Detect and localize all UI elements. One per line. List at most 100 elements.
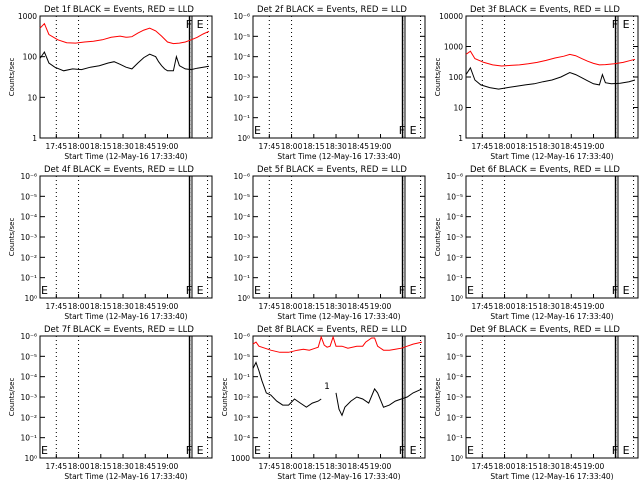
panel-det-9: Det 9f BLACK = Events, RED = LLD 10⁰ 10⁻¹ 1…	[434, 325, 639, 480]
x-tick-label: 19:00	[370, 462, 392, 471]
y-tick-label: 10⁻³	[233, 413, 250, 422]
flag-marker-f: F	[612, 444, 618, 457]
y-tick-label: 10⁰	[24, 294, 37, 303]
y-tick-label: 10⁻⁴	[233, 213, 250, 222]
x-tick-label: 18:30	[112, 142, 134, 151]
x-axis-label: Start Time (12-May-16 17:33:40)	[277, 152, 400, 161]
series-lld	[252, 335, 423, 353]
panel-title: Det 6f BLACK = Events, RED = LLD	[470, 165, 620, 175]
flag-marker-f: F	[399, 124, 405, 137]
x-tick-label: 18:45	[134, 142, 156, 151]
x-tick-label: 19:00	[370, 142, 392, 151]
x-tick-label: 18:45	[560, 462, 582, 471]
y-axis-label: Counts/sec	[8, 58, 16, 97]
x-tick-label: 18:15	[516, 142, 538, 151]
y-tick-label: 1000	[231, 454, 250, 463]
y-tick-label: 10⁻²	[446, 253, 463, 262]
x-tick-label: 18:00	[281, 302, 303, 311]
x-tick-label: 18:15	[90, 142, 112, 151]
x-tick-label: 19:00	[157, 302, 179, 311]
x-tick-label: 17:45	[471, 302, 493, 311]
x-tick-label: 18:45	[347, 302, 369, 311]
plot-frame	[465, 335, 639, 459]
y-tick-label: 1000	[18, 12, 37, 21]
flag-marker-e: E	[623, 18, 630, 31]
flag-marker-f: F	[399, 284, 405, 297]
y-tick-label: 10⁻⁴	[20, 373, 37, 382]
y-tick-label: 10⁻³	[233, 233, 250, 242]
panel-title: Det 3f BLACK = Events, RED = LLD	[470, 5, 620, 15]
x-tick-label: 18:15	[303, 462, 325, 471]
y-tick-label: 10⁻¹	[233, 274, 250, 283]
y-tick-label: 10⁻²	[233, 253, 250, 262]
y-tick-label: 10⁻⁵	[233, 352, 250, 361]
y-tick-label: 10⁻³	[20, 393, 37, 402]
plot-frame	[465, 175, 639, 299]
y-tick-label: 10⁻⁴	[20, 213, 37, 222]
y-tick-label: 1	[458, 134, 463, 143]
y-tick-label: 10⁻³	[446, 393, 463, 402]
flag-marker-e: E	[254, 124, 261, 137]
x-tick-label: 18:15	[90, 302, 112, 311]
plot-frame	[252, 175, 426, 299]
x-tick-label: 19:00	[370, 302, 392, 311]
y-tick-label: 10⁻²	[233, 393, 250, 402]
flag-marker-f: F	[186, 444, 192, 457]
y-tick-label: 10	[27, 93, 37, 102]
y-tick-label: 10⁻⁶	[20, 332, 37, 341]
y-tick-label: 100	[449, 73, 464, 82]
panel-det-3: Det 3f BLACK = Events, RED = LLD 1 10 100 10…	[434, 5, 639, 161]
y-tick-label: 10⁻⁶	[233, 332, 250, 341]
plot-frame	[39, 335, 213, 459]
y-tick-label: 10⁻⁴	[446, 213, 463, 222]
y-tick-label: 10⁻²	[446, 413, 463, 422]
x-tick-label: 18:45	[134, 302, 156, 311]
x-tick-label: 17:45	[258, 302, 280, 311]
flag-marker-e: E	[467, 284, 474, 297]
panel-det-4: Det 4f BLACK = Events, RED = LLD 10⁰ 10⁻¹ 1…	[8, 165, 213, 321]
x-tick-label: 18:00	[281, 142, 303, 151]
panel-title: Det 2f BLACK = Events, RED = LLD	[257, 5, 407, 15]
x-axis-label: Start Time (12-May-16 17:33:40)	[277, 312, 400, 321]
y-axis-label: Counts/sec	[8, 218, 16, 257]
x-tick-label: 17:45	[471, 462, 493, 471]
x-tick-label: 18:30	[325, 142, 347, 151]
y-tick-label: 10⁻³	[446, 233, 463, 242]
x-tick-label: 19:00	[583, 142, 605, 151]
flag-marker-f: F	[399, 444, 405, 457]
y-tick-label: 10⁻⁵	[446, 352, 463, 361]
flag-marker-f: F	[186, 18, 192, 31]
panel-title: Det 8f BLACK = Events, RED = LLD	[257, 325, 407, 335]
flag-marker-e: E	[254, 444, 261, 457]
flag-marker-e: E	[197, 444, 204, 457]
x-tick-label: 17:45	[258, 142, 280, 151]
y-tick-label: 1000	[444, 43, 463, 52]
x-tick-label: 19:00	[583, 302, 605, 311]
x-tick-label: 17:45	[45, 302, 67, 311]
x-tick-label: 18:00	[281, 462, 303, 471]
x-tick-label: 18:15	[516, 302, 538, 311]
series-events	[465, 66, 636, 90]
flag-marker-e: E	[623, 444, 630, 457]
y-tick-label: 10000	[439, 12, 463, 21]
y-tick-label: 10⁰	[450, 454, 463, 463]
x-tick-label: 18:45	[347, 142, 369, 151]
flag-marker-e: E	[254, 284, 261, 297]
x-tick-label: 18:30	[538, 462, 560, 471]
panel-det-8: Det 8f BLACK = Events, RED = LLD 1000 10⁻⁴…	[221, 325, 426, 480]
y-tick-label: 10⁻²	[233, 93, 250, 102]
y-tick-label: 10⁻²	[20, 253, 37, 262]
x-tick-label: 18:30	[538, 302, 560, 311]
y-tick-label: 10⁻⁶	[446, 332, 463, 341]
x-tick-label: 18:00	[494, 302, 516, 311]
annotation: 1	[324, 382, 330, 392]
panel-det-5: Det 5f BLACK = Events, RED = LLD 10⁰ 10⁻¹ 1…	[233, 165, 426, 321]
x-tick-label: 19:00	[583, 462, 605, 471]
y-tick-label: 10⁻⁵	[446, 192, 463, 201]
y-tick-label: 10⁻²	[20, 413, 37, 422]
x-tick-label: 18:00	[68, 142, 90, 151]
plot-frame	[465, 15, 639, 139]
flag-marker-e: E	[410, 444, 417, 457]
y-tick-label: 10⁻⁶	[233, 12, 250, 21]
